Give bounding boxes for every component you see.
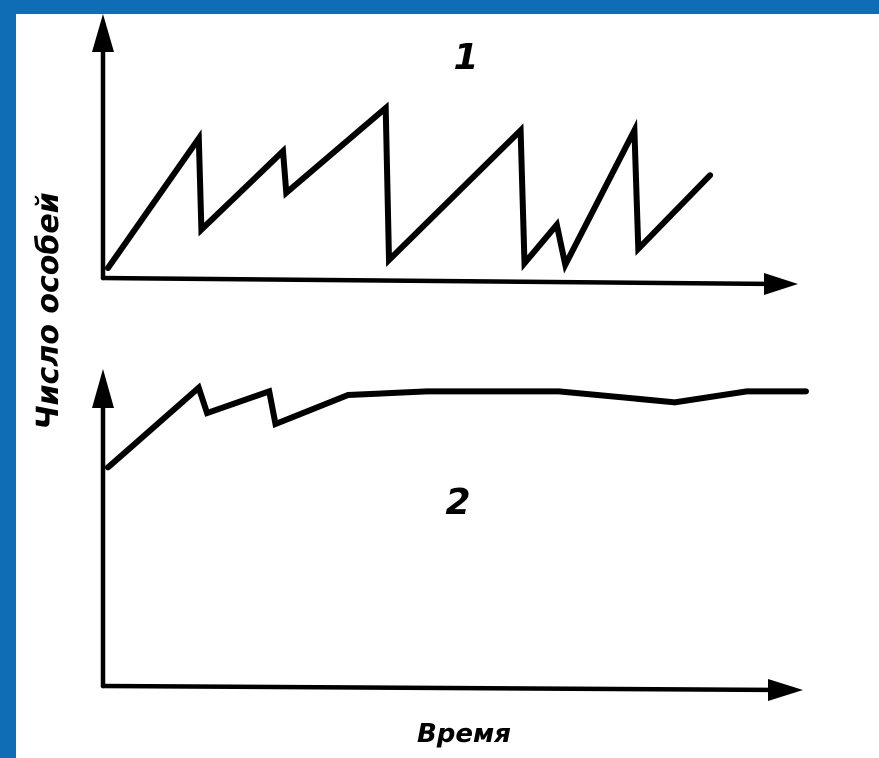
chart-1-panel-label: 1 (453, 37, 478, 78)
chart-2-x-axis-arrow (768, 679, 803, 701)
chart-2-panel-label: 2 (445, 482, 470, 523)
chart-1-axes (92, 14, 798, 295)
chart-1-x-axis (100, 275, 784, 287)
chart-2-x-axis (100, 683, 787, 693)
y-axis-label: Число особей (31, 192, 66, 429)
series-layer (105, 101, 809, 471)
figure-panel: 1 2 Число особей Время (16, 14, 879, 758)
chart-1-y-axis-arrow (92, 14, 114, 52)
chart-1-x-axis-arrow (764, 273, 798, 295)
chart-2-axes (92, 369, 803, 701)
chart-1-series-line (105, 101, 714, 274)
chart-2-y-axis-arrow (92, 369, 114, 408)
x-axis-label: Время (417, 719, 511, 749)
population-dynamics-figure: 1 2 Число особей Время (31, 14, 809, 749)
chart-2-series-line (105, 382, 809, 471)
